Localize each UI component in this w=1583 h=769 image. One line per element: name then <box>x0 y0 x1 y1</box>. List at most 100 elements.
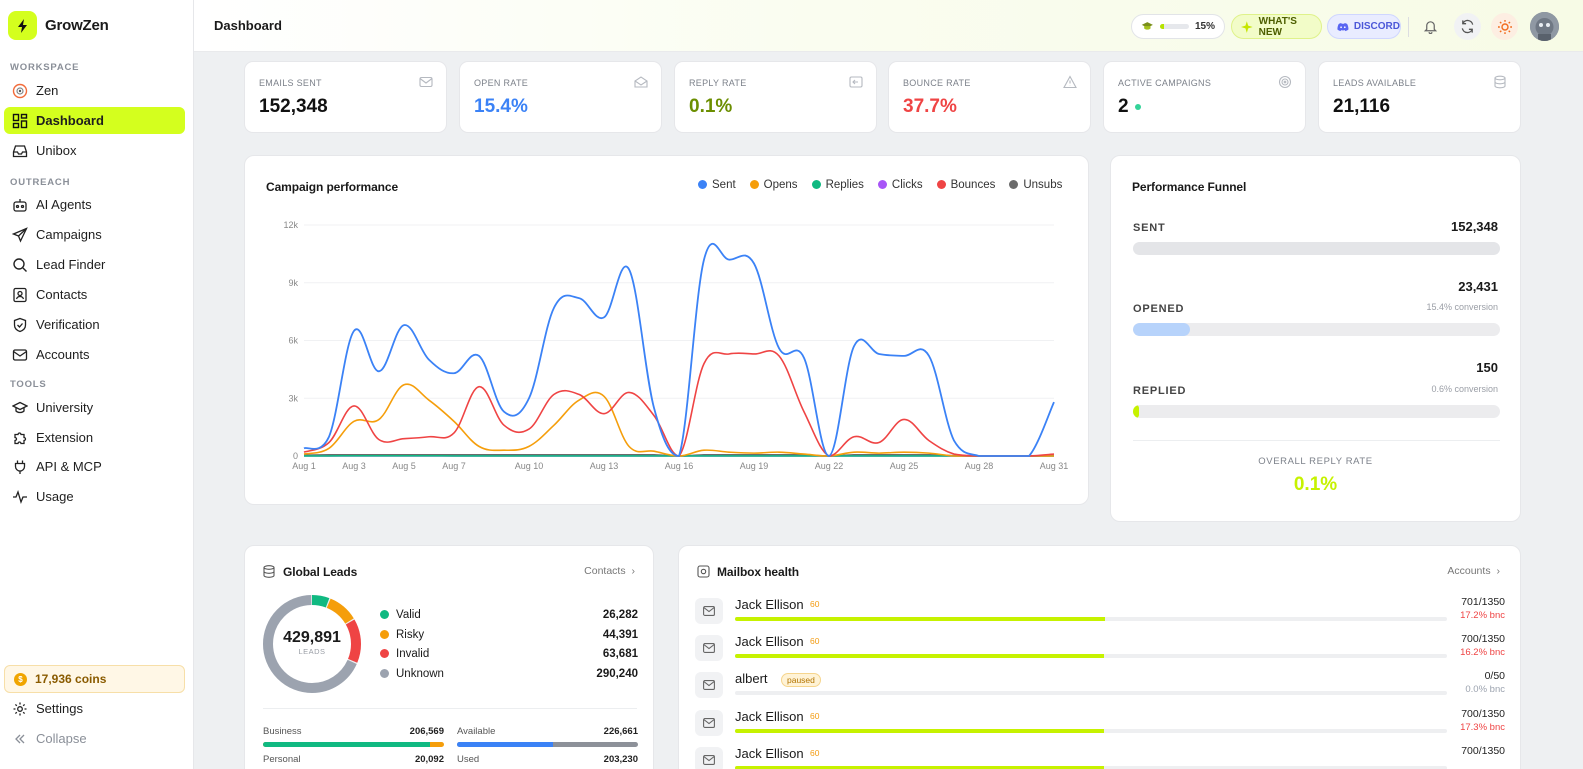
sidebar-item-label: Settings <box>36 701 83 716</box>
mailbox-row-icon <box>695 635 723 662</box>
legend-item-clicks[interactable]: Clicks <box>877 179 923 191</box>
stat-value: 37.7% <box>903 96 957 117</box>
avatar[interactable] <box>1530 12 1559 41</box>
x-tick-label: Aug 22 <box>815 461 844 471</box>
sidebar-item-label: Verification <box>36 317 100 332</box>
legend-label: Replies <box>825 179 864 191</box>
sidebar-item-campaigns[interactable]: Campaigns <box>4 221 185 248</box>
divider <box>1133 440 1500 441</box>
bell-icon <box>1423 21 1438 34</box>
mailbox-name: Jack Ellison <box>735 745 804 761</box>
sidebar-item-settings[interactable]: Settings <box>4 695 185 722</box>
sidebar-item-zen[interactable]: Zen <box>4 77 185 104</box>
y-tick-label: 3k <box>288 393 298 403</box>
contacts-link[interactable]: Contacts › <box>584 565 635 577</box>
sidebar-collapse-button[interactable]: Collapse <box>4 725 185 752</box>
leads-row-left: Invalid <box>380 648 429 660</box>
sidebar-item-accounts[interactable]: Accounts <box>4 341 185 368</box>
sidebar-item-contacts[interactable]: Contacts <box>4 281 185 308</box>
mail-icon <box>703 606 715 616</box>
sidebar-item-label: Zen <box>36 83 59 98</box>
leads-row-left: Valid <box>380 609 421 621</box>
sidebar-item-lead-finder[interactable]: Lead Finder <box>4 251 185 278</box>
stat-card-leads-available: LEADS AVAILABLE 21,116 <box>1318 61 1521 133</box>
sun-icon <box>1497 19 1512 34</box>
y-tick-label: 0 <box>293 451 298 461</box>
mailbox-usage-bar <box>735 654 1447 659</box>
legend-item-replies[interactable]: Replies <box>811 179 864 191</box>
series-line-sent[interactable] <box>303 242 1055 457</box>
legend-item-opens[interactable]: Opens <box>749 179 798 191</box>
overall-reply-rate-value: 0.1% <box>1293 474 1338 495</box>
chevron-right-icon: › <box>1496 565 1501 577</box>
leads-row-left: Risky <box>380 629 424 641</box>
leads-row-unknown: Unknown 290,240 <box>380 668 638 680</box>
campaign-performance-card: Campaign performance <box>244 155 1089 505</box>
campaign-performance-title: Campaign performance <box>266 180 399 194</box>
donut-slice-valid[interactable] <box>263 595 361 693</box>
sidebar-item-university[interactable]: University <box>4 394 185 421</box>
onboarding-progress-bar <box>1159 24 1189 29</box>
sidebar-item-dashboard[interactable]: Dashboard <box>4 107 185 134</box>
mailbox-row[interactable]: Jack Ellison 60 700/1350 <box>695 745 1505 769</box>
leads-total-label: LEADS <box>298 647 326 656</box>
whats-new-button[interactable]: WHAT'S NEW <box>1231 14 1322 39</box>
sidebar-item-usage[interactable]: Usage <box>4 483 185 510</box>
donut-slice-invalid[interactable] <box>263 595 361 693</box>
sidebar-item-ai-agents[interactable]: AI Agents <box>4 191 185 218</box>
y-tick-label: 9k <box>288 278 298 288</box>
sidebar-item-label: API & MCP <box>36 459 102 474</box>
notifications-button[interactable] <box>1417 13 1444 40</box>
stat-card-emails-sent: EMAILS SENT 152,348 <box>244 61 447 133</box>
active-status-dot <box>1135 104 1141 110</box>
funnel-value-replied: 150 <box>1476 360 1498 375</box>
puzzle-icon <box>14 431 27 444</box>
discord-button[interactable]: DISCORD <box>1327 14 1401 39</box>
stat-label: EMAILS SENT <box>259 78 322 88</box>
section-outreach: OUTREACH <box>10 177 71 188</box>
stat-label: LEADS AVAILABLE <box>1333 78 1417 88</box>
inbox-icon <box>12 144 28 157</box>
sidebar-item-extension[interactable]: Extension <box>4 424 185 451</box>
mail-open-icon <box>634 76 648 88</box>
donut-slice-unknown[interactable] <box>263 595 361 693</box>
warning-icon <box>1063 75 1077 89</box>
leads-row-value: 44,391 <box>602 628 638 641</box>
brand-name: GrowZen <box>45 17 109 34</box>
brand[interactable]: GrowZen <box>8 11 109 40</box>
mailbox-usage-fill <box>735 765 1104 769</box>
mailbox-row[interactable]: Jack Ellison 60 701/1350 17.2% bnc <box>695 596 1505 630</box>
series-line-bounces[interactable] <box>303 350 1055 457</box>
global-leads-title: Global Leads <box>283 565 358 579</box>
coins-balance[interactable]: $ 17,936 coins <box>4 665 185 693</box>
onboarding-progress[interactable]: 15% <box>1131 14 1225 39</box>
refresh-icon <box>1461 19 1474 34</box>
zen-icon <box>12 83 28 98</box>
personal-value: 20,092 <box>414 754 444 765</box>
database-icon <box>263 565 275 578</box>
sidebar-item-unibox[interactable]: Unibox <box>4 137 185 164</box>
mailbox-row[interactable]: albert paused 0/50 0.0% bnc <box>695 670 1505 704</box>
x-tick-label: Aug 5 <box>392 461 416 471</box>
mailbox-row[interactable]: Jack Ellison 60 700/1350 16.2% bnc <box>695 633 1505 667</box>
leads-dot <box>380 629 389 639</box>
x-tick-label: Aug 25 <box>890 461 919 471</box>
theme-toggle-button[interactable] <box>1491 13 1518 40</box>
legend-item-unsubs[interactable]: Unsubs <box>1009 179 1062 191</box>
leads-row-label: Valid <box>396 609 421 621</box>
mailbox-row[interactable]: Jack Ellison 60 700/1350 17.3% bnc <box>695 708 1505 742</box>
legend-item-sent[interactable]: Sent <box>698 179 736 191</box>
mailbox-sent-count: 701/1350 <box>1461 596 1505 608</box>
refresh-button[interactable] <box>1454 13 1481 40</box>
sidebar-item-api-mcp[interactable]: API & MCP <box>4 453 185 480</box>
sidebar-item-label: Unibox <box>36 143 77 158</box>
mailbox-row-icon <box>695 672 723 699</box>
mailbox-bounce-rate: 17.3% bnc <box>1460 721 1505 733</box>
available-value: 226,661 <box>603 726 638 737</box>
coin-icon: $ <box>14 672 27 686</box>
sidebar-item-verification[interactable]: Verification <box>4 311 185 338</box>
available-bar <box>457 742 638 747</box>
accounts-link[interactable]: Accounts › <box>1447 565 1500 577</box>
legend-item-bounces[interactable]: Bounces <box>936 179 995 191</box>
overall-reply-rate-label: OVERALL REPLY RATE <box>1258 456 1373 467</box>
